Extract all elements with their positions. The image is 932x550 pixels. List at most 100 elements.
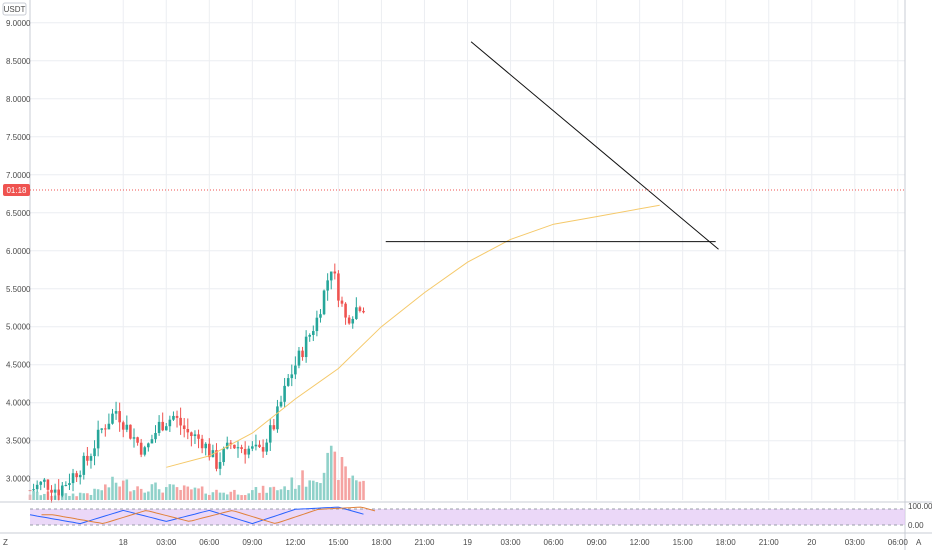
candle-body [247, 448, 251, 455]
volume-bar [326, 452, 329, 500]
volume-bar [168, 484, 172, 500]
volume-bar [93, 488, 96, 500]
time-tick-label: 12:00 [285, 538, 306, 547]
candle-body [240, 447, 243, 449]
candle-body [86, 455, 89, 461]
candle-body [236, 447, 240, 449]
candle-body [60, 485, 64, 496]
volume-bar [315, 482, 319, 500]
price-tick-label: 5.0000 [6, 323, 31, 332]
volume-bar [240, 495, 243, 500]
current-price-badge-text: 01:18 [6, 186, 27, 195]
corner-left-label[interactable]: Z [3, 538, 8, 547]
stochastic-lower-label: 0.00 [908, 521, 924, 530]
candle-body [304, 336, 308, 358]
candle-body [161, 421, 164, 431]
price-tick-label: 9.0000 [6, 19, 31, 28]
volume-bar [64, 493, 68, 500]
volume-bar [118, 486, 121, 500]
volume-bar [355, 480, 358, 500]
volume-bar [290, 477, 294, 500]
price-tick-label: 7.0000 [6, 171, 31, 180]
candle-body [71, 473, 75, 484]
volume-bar [297, 485, 301, 500]
volume-bar [32, 490, 35, 500]
candle-body [157, 421, 161, 433]
candle-body [229, 442, 233, 445]
volume-bar [322, 472, 326, 500]
candle-body [351, 318, 355, 324]
time-tick-label: 03:00 [156, 538, 177, 547]
time-tick-label: 03:00 [501, 538, 522, 547]
candle-body [204, 443, 208, 449]
candle-body [319, 314, 322, 318]
candle-body [182, 425, 186, 429]
candle-body [222, 448, 225, 463]
candle-body [315, 317, 319, 332]
candle-body [268, 425, 272, 443]
candle-body [136, 437, 139, 443]
time-tick-label: 15:00 [328, 538, 349, 547]
candle-body [254, 444, 258, 447]
volume-bar [229, 491, 233, 500]
candle-body [225, 442, 229, 449]
volume-bar [71, 493, 75, 500]
candle-body [218, 462, 222, 469]
volume-bar [86, 493, 89, 500]
candle-body [75, 473, 78, 478]
volume-bar [172, 484, 175, 500]
candle-body [251, 446, 254, 449]
candle-body [50, 489, 53, 493]
price-tick-label: 3.5000 [6, 437, 31, 446]
volume-bar [164, 487, 168, 500]
candle-body [243, 448, 247, 455]
volume-bar [200, 486, 204, 500]
candle-body [233, 444, 236, 449]
volume-bar [233, 489, 236, 500]
volume-bar [190, 489, 193, 500]
current-price-badge [3, 183, 30, 196]
stochastic-k-line [29, 506, 364, 525]
volume-bar [272, 486, 276, 500]
time-tick-label: 06:00 [199, 538, 220, 547]
volume-bar [337, 480, 340, 500]
currency-label: USDT [4, 5, 26, 14]
volume-bar [179, 489, 182, 500]
price-tick-label: 4.0000 [6, 399, 31, 408]
candle-body [107, 423, 111, 430]
grid-lines [30, 0, 905, 500]
candle-body [337, 273, 340, 301]
time-tick-label: 20 [807, 538, 816, 547]
volume-bar [340, 457, 344, 500]
candle-body [193, 434, 197, 437]
candle-body [326, 280, 329, 291]
candle-body [297, 350, 301, 366]
candle-body [32, 489, 35, 491]
candle-body [208, 443, 211, 458]
volume-bar [143, 492, 147, 500]
trendlines[interactable] [385, 41, 719, 250]
corner-right-label[interactable]: A [916, 538, 922, 547]
time-tick-label: 06:00 [888, 538, 909, 547]
candle-body [96, 429, 100, 449]
volume-bar [129, 491, 132, 500]
volume-bar [329, 445, 333, 500]
volume-bar [211, 492, 215, 500]
candle-body [132, 437, 136, 439]
volume-bar [261, 485, 265, 500]
volume-bar [225, 494, 229, 500]
time-tick-label: 21:00 [414, 538, 435, 547]
price-tick-label: 8.0000 [6, 95, 31, 104]
candle-body [43, 479, 46, 482]
candle-body [150, 439, 154, 444]
currency-box [2, 2, 27, 16]
volume-bar [247, 493, 251, 500]
candle-body [308, 334, 312, 337]
volume-bar [104, 484, 107, 500]
volume-bar [132, 490, 136, 500]
candle-body [294, 365, 297, 375]
volume-bar [294, 488, 297, 500]
volume-bar [218, 492, 222, 500]
